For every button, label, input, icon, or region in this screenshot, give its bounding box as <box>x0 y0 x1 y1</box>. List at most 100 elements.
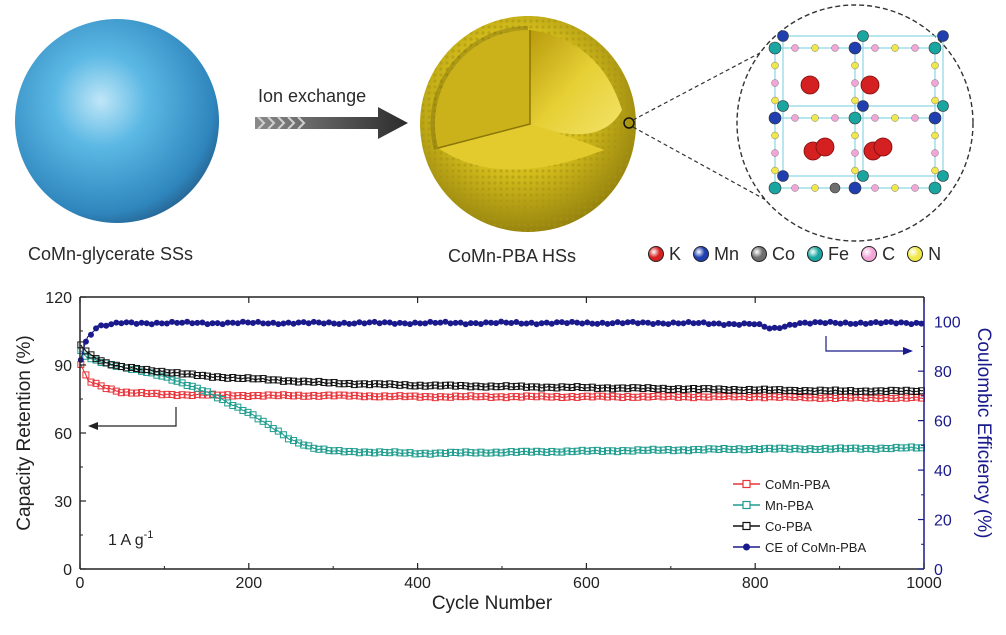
data-point <box>87 351 95 359</box>
data-point <box>82 338 89 345</box>
data-point <box>528 448 536 456</box>
data-point <box>411 450 419 458</box>
data-point <box>679 386 687 394</box>
data-point <box>604 393 611 401</box>
data-point <box>381 319 388 326</box>
y2-tick-label: 80 <box>934 364 952 381</box>
data-point <box>341 319 348 326</box>
data-point <box>284 392 292 400</box>
data-point <box>355 380 363 388</box>
data-point <box>224 391 232 399</box>
data-point <box>912 444 920 452</box>
data-point <box>528 392 536 400</box>
data-point <box>558 448 566 456</box>
data-point <box>102 385 110 393</box>
data-point <box>913 319 920 326</box>
y-axis-label: Capacity Retention (%) <box>14 335 35 530</box>
data-point <box>731 321 738 328</box>
data-point <box>650 321 657 328</box>
data-point <box>816 394 824 402</box>
data-point <box>376 380 384 388</box>
data-point <box>492 448 500 456</box>
data-point <box>406 382 414 390</box>
data-point <box>639 385 647 393</box>
data-point <box>902 444 910 452</box>
y-tick-label: 0 <box>63 562 72 579</box>
data-point <box>791 393 799 401</box>
data-point <box>786 393 794 401</box>
data-point <box>659 393 667 401</box>
data-point <box>462 321 469 328</box>
data-point <box>548 447 556 455</box>
data-point <box>457 393 465 401</box>
data-point <box>163 320 170 327</box>
data-point <box>710 445 718 453</box>
data-point <box>98 322 105 329</box>
data-point <box>416 393 424 401</box>
data-point <box>330 447 338 455</box>
data-point <box>598 392 606 400</box>
data-point <box>285 319 292 326</box>
data-point <box>391 392 399 400</box>
data-point <box>852 444 860 452</box>
data-point <box>735 445 743 453</box>
data-point <box>523 320 530 327</box>
data-point <box>396 449 404 457</box>
data-point <box>877 444 885 452</box>
data-point <box>811 445 819 453</box>
data-point <box>441 449 449 457</box>
data-point <box>295 391 303 399</box>
data-point <box>604 320 611 327</box>
data-point <box>345 392 353 400</box>
data-point <box>852 320 859 327</box>
data-point <box>416 450 424 458</box>
data-point <box>264 376 272 384</box>
data-point <box>741 320 748 327</box>
y2-axis-label: Coulombic Efficiency (%) <box>973 328 994 539</box>
data-point <box>244 393 252 401</box>
data-point <box>507 448 515 456</box>
data-point <box>507 383 515 391</box>
data-point <box>588 383 596 391</box>
data-point <box>255 318 262 325</box>
data-point <box>376 393 384 401</box>
data-point <box>836 444 844 452</box>
element-dot-icon <box>693 246 710 262</box>
data-point <box>472 382 480 390</box>
data-point <box>325 379 333 387</box>
data-point <box>432 319 439 326</box>
data-point <box>295 439 303 447</box>
data-point <box>705 385 713 393</box>
data-point <box>791 387 799 395</box>
data-point <box>538 448 546 456</box>
comn-pba-hollow-sphere <box>420 16 636 232</box>
zoom-connector <box>623 4 974 242</box>
data-point <box>482 383 490 391</box>
comn-glycerate-caption: CoMn-glycerate SSs <box>28 244 194 264</box>
data-point <box>680 320 687 327</box>
data-point <box>284 435 292 443</box>
data-point <box>619 320 626 327</box>
data-point <box>812 319 819 326</box>
data-point <box>244 374 252 382</box>
data-point <box>791 444 799 452</box>
data-point <box>391 320 398 327</box>
data-point <box>274 392 282 400</box>
data-point <box>356 319 363 326</box>
data-point <box>224 319 231 326</box>
series-co-pba <box>77 341 925 396</box>
data-point <box>508 320 515 327</box>
data-point <box>563 393 571 401</box>
element-symbol: N <box>928 243 942 264</box>
y2-tick-label: 60 <box>934 414 952 431</box>
data-point <box>103 322 110 329</box>
data-point <box>249 411 257 419</box>
data-point <box>87 331 94 338</box>
data-point <box>786 386 794 394</box>
data-point <box>583 392 591 400</box>
data-point <box>279 391 287 399</box>
legend-label: Mn-PBA <box>765 498 814 513</box>
data-point <box>250 320 257 327</box>
data-point <box>310 444 318 452</box>
data-point <box>740 386 748 394</box>
